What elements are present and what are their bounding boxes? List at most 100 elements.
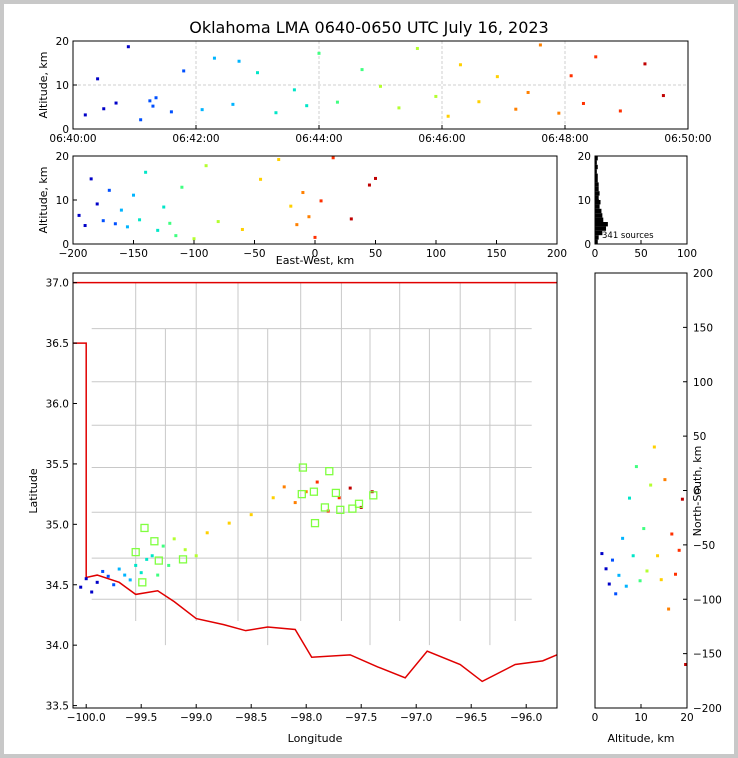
lightning-source-point (581, 101, 585, 105)
lightning-source-point (216, 220, 220, 224)
lightning-source-point (150, 554, 154, 558)
longitude-axis-tick-label: −96.5 (455, 712, 487, 724)
histogram-altitude-axis-tick-label: 20 (578, 151, 591, 163)
lma-station-marker (310, 518, 320, 528)
lightning-source-point (600, 552, 604, 556)
time-height-y-axis-tick-label: 0 (62, 124, 69, 136)
lightning-source-point (200, 108, 204, 112)
lightning-source-point (145, 557, 149, 561)
lightning-source-point (434, 94, 438, 98)
altitude-histogram-bar (595, 222, 608, 227)
lightning-source-point (680, 497, 684, 501)
lightning-source-point (119, 208, 123, 212)
figure-frame: Oklahoma LMA 0640-0650 UTC July 16, 2023… (4, 4, 734, 754)
lightning-source-point (594, 55, 598, 59)
lightning-source-point (95, 202, 99, 206)
lightning-source-point (231, 102, 235, 106)
lightning-source-point (677, 548, 681, 552)
lightning-source-point (538, 43, 542, 47)
lightning-source-point (292, 88, 296, 92)
longitude-axis-tick-label: −98.5 (235, 712, 267, 724)
east-west-axis-tick-label: 100 (426, 248, 446, 260)
time-height-y-axis-tick-label: 20 (56, 36, 69, 48)
lightning-source-point (638, 579, 642, 583)
state-border-red-river (73, 342, 558, 683)
histogram-altitude-axis-tick-label: 0 (584, 239, 591, 251)
north-south-axis-tick-label: 0 (693, 486, 700, 498)
lightning-source-point (367, 183, 371, 187)
lightning-source-point (174, 234, 178, 238)
altitude-histogram-bar (595, 169, 597, 174)
lightning-source-point (656, 554, 660, 558)
lightning-source-point (349, 217, 353, 221)
altitude-histogram-bar (595, 156, 598, 161)
lightning-source-point (631, 554, 635, 558)
north-south-axis-tick-label: −150 (693, 649, 722, 661)
lightning-source-point (458, 63, 462, 67)
east-west-y-label: Altitude, km (37, 166, 50, 233)
lightning-source-point (151, 104, 155, 108)
lightning-source-point (628, 496, 631, 500)
lightning-source-point (227, 521, 231, 525)
lightning-source-point (139, 118, 143, 122)
time-axis-tick-label: 06:48:00 (541, 133, 588, 145)
lightning-source-point (89, 177, 93, 181)
north-south-frame (594, 272, 688, 709)
lightning-source-point (101, 569, 105, 573)
lightning-source-point (557, 111, 561, 115)
north-south-label: North-South, km (691, 446, 704, 537)
lightning-source-point (83, 224, 87, 228)
lightning-source-point (282, 485, 286, 489)
lightning-source-point (624, 584, 628, 588)
altitude-histogram-bar (595, 164, 598, 170)
lma-figure: Oklahoma LMA 0640-0650 UTC July 16, 2023… (27, 18, 722, 745)
ns-altitude-axis-tick-label: 0 (592, 712, 599, 724)
lightning-source-point (277, 158, 281, 162)
latitude-axis-tick-label: 34.5 (46, 580, 69, 592)
east-west-y-axis-tick-label: 0 (62, 239, 69, 251)
latitude-axis-tick-label: 36.0 (46, 399, 69, 411)
lightning-source-point (495, 75, 499, 79)
lma-station-marker (150, 537, 159, 546)
lightning-source-point (643, 62, 647, 66)
altitude-histogram-bar (595, 200, 601, 205)
lma-station-marker (369, 491, 378, 500)
latitude-axis-tick-label: 33.5 (46, 701, 69, 713)
lma-station-marker (138, 578, 147, 587)
longitude-axis-tick-label: −98.0 (290, 712, 322, 724)
lightning-source-point (670, 532, 674, 536)
lightning-source-point (331, 156, 335, 160)
lightning-source-point (415, 46, 419, 50)
plan-view-frame (72, 272, 558, 709)
lightning-source-point (237, 59, 241, 63)
north-south-axis-tick-label: −200 (693, 703, 722, 715)
lightning-source-point (663, 478, 667, 482)
lightning-source-point (274, 111, 278, 115)
lightning-source-point (144, 170, 148, 174)
altitude-histogram-bar (595, 186, 599, 192)
lightning-source-point (83, 113, 87, 117)
east-west-axis-tick-label: −50 (243, 248, 265, 260)
north-south-axis-tick-label: −100 (693, 594, 722, 606)
east-west-axis-tick-label: 200 (547, 248, 567, 260)
east-west-axis-tick-label: −150 (119, 248, 148, 260)
lightning-source-point (674, 572, 677, 576)
lightning-source-point (618, 109, 622, 113)
latitude-axis-tick-label: 34.0 (46, 640, 69, 652)
lightning-source-point (77, 213, 81, 217)
lightning-source-point (614, 592, 618, 596)
lightning-source-point (649, 483, 653, 487)
latitude-axis-tick-label: 37.0 (46, 278, 69, 290)
longitude-axis-tick-label: −99.0 (180, 712, 212, 724)
lightning-source-point (374, 176, 377, 180)
time-axis-tick-label: 06:44:00 (295, 133, 342, 145)
east-west-axis-tick-label: 50 (369, 248, 382, 260)
lightning-source-point (317, 51, 321, 55)
lightning-source-point (514, 107, 518, 111)
lightning-source-point (212, 56, 216, 60)
east-west-axis-tick-label: 0 (312, 248, 319, 260)
altitude-histogram-bar (595, 178, 598, 183)
lma-station-marker (154, 556, 163, 565)
north-south-axis-tick-label: 150 (693, 322, 713, 334)
east-west-height-panel: −200 −150 −100 −50 0 50 100 150 200 0 10 20 East-Wes… (37, 151, 567, 267)
